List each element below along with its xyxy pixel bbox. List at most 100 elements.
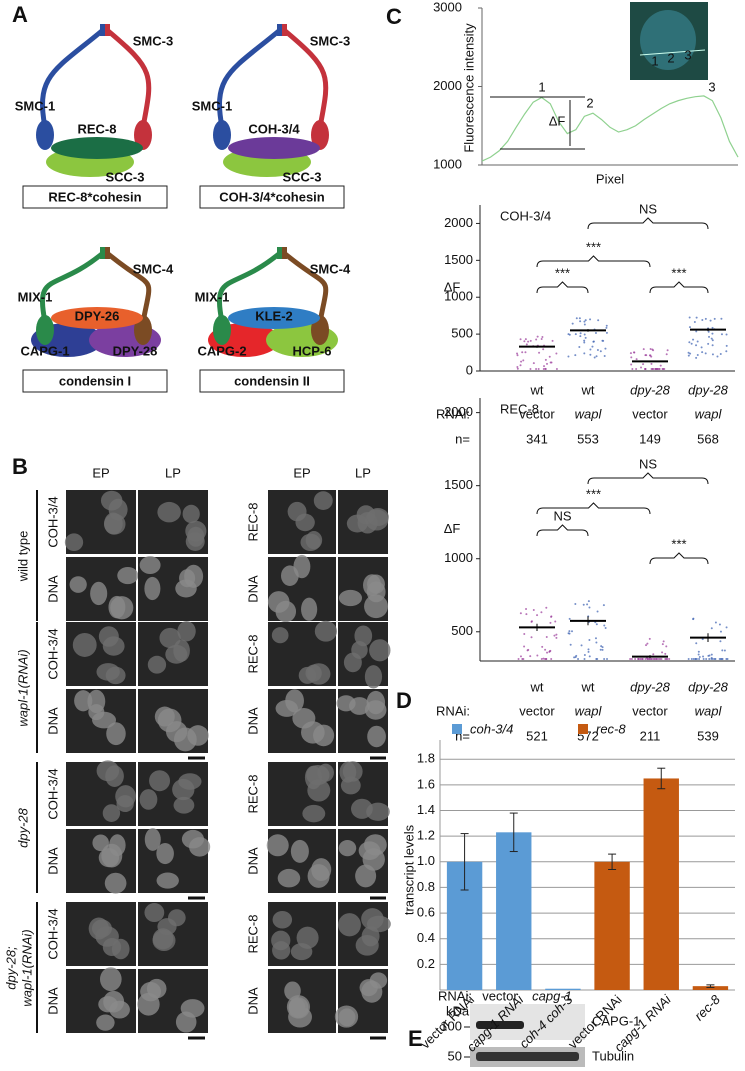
blot-band — [476, 1052, 579, 1061]
dot-cloud — [648, 637, 651, 640]
dot-cloud — [701, 319, 704, 322]
arm-label: SMC-1 — [192, 98, 232, 113]
arm-label: SMC-1 — [15, 98, 55, 113]
dot-cloud — [516, 366, 519, 369]
dot-cloud — [630, 363, 633, 366]
lane-label: capg-1 — [532, 988, 572, 1003]
nucleus — [292, 708, 316, 729]
bar — [594, 861, 630, 990]
bracket — [536, 281, 589, 294]
nucleus — [173, 639, 190, 662]
dot-cloud — [578, 346, 581, 349]
dot-cloud — [545, 606, 548, 609]
y-tick-label: 1000 — [444, 289, 473, 304]
nucleus — [300, 533, 321, 552]
y-tick-label: 1.6 — [417, 776, 435, 791]
dot-cloud — [650, 658, 653, 660]
subunit-label: HCP-6 — [292, 343, 331, 358]
rnai-label: wapl — [695, 406, 723, 421]
significance-label: *** — [586, 239, 601, 254]
genotype-label: dpy-28; — [3, 946, 18, 990]
nucleus — [184, 564, 204, 588]
dot-cloud — [579, 332, 582, 335]
nucleus — [147, 655, 167, 674]
marker-label: 50 — [448, 1048, 462, 1063]
dot-cloud — [602, 604, 605, 607]
blot-band — [476, 1021, 524, 1029]
dot-cloud — [599, 350, 602, 353]
inset-label: 1 — [651, 53, 658, 68]
dot-cloud — [605, 331, 608, 334]
dot-cloud — [589, 348, 592, 351]
dot-cloud — [652, 349, 655, 352]
nucleus — [369, 639, 391, 662]
dot-cloud — [650, 362, 653, 365]
arm — [105, 28, 152, 128]
dot-cloud — [595, 355, 598, 358]
peak-label: 2 — [586, 95, 593, 110]
complex-box — [22, 369, 168, 393]
dot-cloud — [603, 658, 606, 660]
dot-cloud — [568, 333, 571, 336]
nucleus — [189, 837, 211, 857]
significance-label: NS — [639, 201, 657, 216]
bracket — [587, 217, 709, 230]
nucleus — [336, 695, 356, 712]
dot-cloud — [700, 346, 703, 349]
dot-cloud — [519, 364, 522, 367]
dot-cloud — [641, 658, 644, 660]
category-label: dpy-28 — [630, 382, 671, 397]
kleisin-label: COH-3/4 — [248, 121, 300, 136]
dot-cloud — [549, 621, 552, 624]
y-tick-label: 0.2 — [417, 956, 435, 971]
n-label: 553 — [577, 431, 599, 446]
n-label: 149 — [639, 431, 661, 446]
nucleus — [369, 972, 388, 989]
column-header: EP — [92, 465, 109, 480]
head — [134, 120, 152, 150]
bar — [545, 988, 581, 990]
dot-cloud — [665, 645, 668, 648]
nucleus — [157, 918, 177, 936]
dot-cloud — [595, 658, 598, 660]
bracket — [649, 281, 709, 294]
nucleus — [173, 796, 195, 814]
nucleus — [287, 501, 307, 522]
y-tick-label: 0.8 — [417, 879, 435, 894]
head — [213, 120, 231, 150]
dot-cloud — [569, 643, 572, 646]
dot-cloud — [711, 344, 714, 347]
dot-cloud — [525, 613, 528, 616]
dot-cloud — [711, 353, 714, 356]
arm-label: SMC-4 — [133, 261, 174, 276]
y-tick-label: 2000 — [433, 78, 462, 93]
dot-cloud — [694, 658, 697, 660]
dot-cloud — [542, 368, 545, 370]
nucleus — [102, 804, 121, 822]
dot-cloud — [604, 347, 607, 350]
dot-cloud — [595, 641, 598, 644]
dot-cloud — [695, 642, 698, 645]
dot-cloud — [708, 654, 711, 657]
nucleus — [290, 839, 309, 863]
dot-cloud — [516, 354, 519, 357]
stain-label: COH-3/4 — [45, 908, 60, 959]
y-tick-label: 0 — [466, 362, 473, 377]
dot-cloud — [583, 323, 586, 326]
dot-cloud — [519, 338, 522, 341]
chart-title: REC-8 — [500, 401, 539, 416]
dot-cloud — [630, 356, 633, 359]
dot-cloud — [646, 642, 649, 645]
dot-cloud — [668, 658, 671, 660]
complex-name: condensin II — [234, 373, 310, 388]
genotype-label: dpy-28 — [15, 807, 30, 848]
dot-cloud — [529, 339, 532, 342]
dot-cloud — [719, 353, 722, 356]
dot-cloud — [652, 653, 655, 656]
n-label: 341 — [526, 431, 548, 446]
nucleus — [99, 967, 122, 992]
panel-label: B — [12, 454, 28, 479]
stain-label: COH-3/4 — [45, 768, 60, 819]
dot-cloud — [719, 630, 722, 633]
